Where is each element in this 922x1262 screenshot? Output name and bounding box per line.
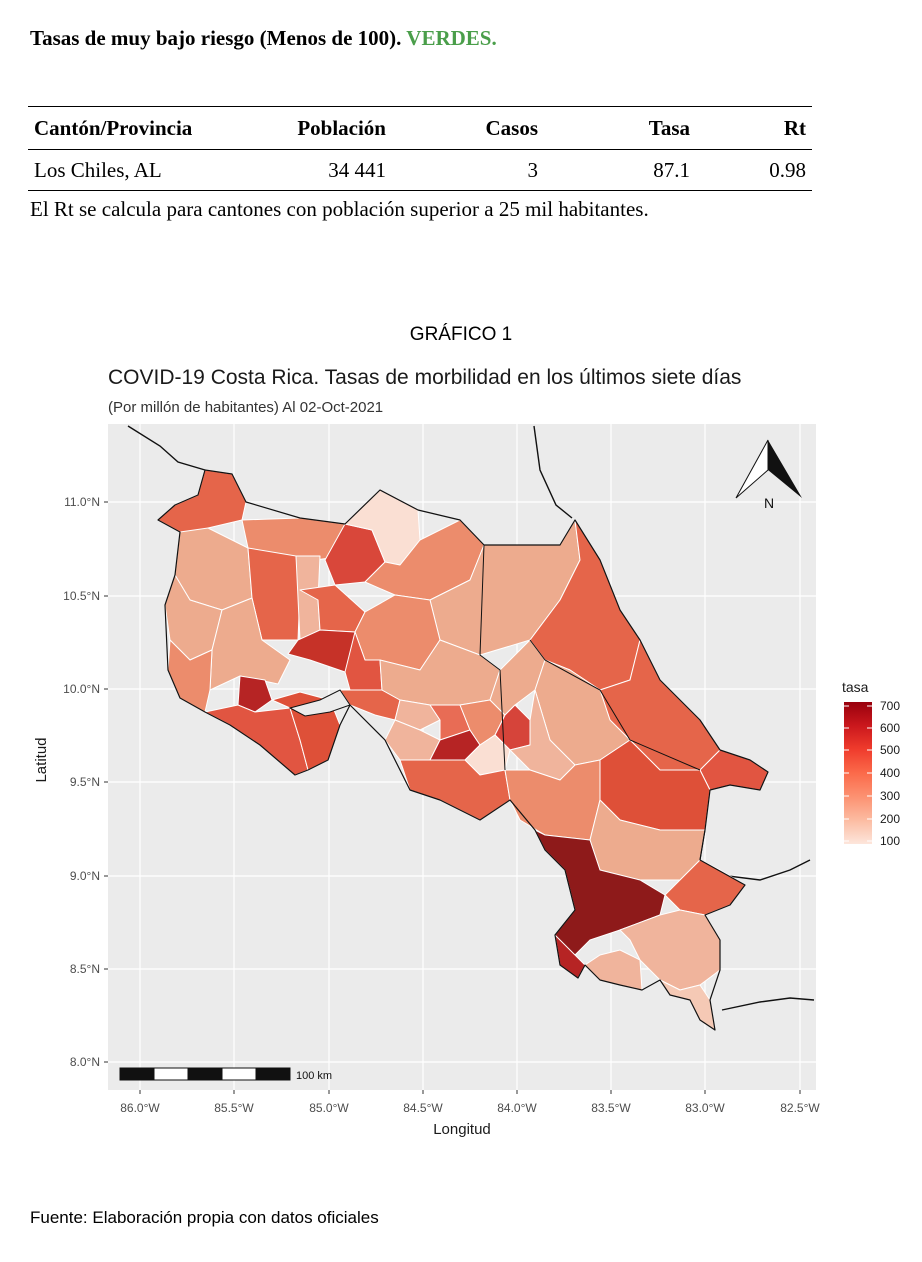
legend-label: 600 bbox=[880, 721, 900, 735]
header-rt: Rt bbox=[696, 106, 812, 150]
legend-label: 300 bbox=[880, 789, 900, 803]
y-tick-label: 9.5°N bbox=[70, 775, 100, 789]
canton-region bbox=[394, 699, 441, 731]
y-axis-title: Latitud bbox=[33, 737, 50, 782]
x-tick-label: 84.5°W bbox=[403, 1101, 443, 1115]
table-row: Los Chiles, AL 34 441 3 87.1 0.98 bbox=[28, 149, 812, 191]
cell-tasa: 87.1 bbox=[544, 149, 696, 191]
x-axis-title: Longitud bbox=[433, 1121, 491, 1138]
legend-label: 200 bbox=[880, 812, 900, 826]
legend-label: 100 bbox=[880, 834, 900, 848]
header-canton: Cantón/Provincia bbox=[28, 106, 230, 150]
cell-canton: Los Chiles, AL bbox=[28, 149, 230, 191]
x-tick-label: 84.0°W bbox=[497, 1101, 537, 1115]
y-tick-label: 11.0°N bbox=[64, 495, 100, 509]
table-header-row: Cantón/Provincia Población Casos Tasa Rt bbox=[28, 106, 812, 150]
x-tick-label: 83.0°W bbox=[685, 1101, 725, 1115]
cell-casos: 3 bbox=[392, 149, 544, 191]
section-title-highlight: VERDES. bbox=[406, 26, 497, 50]
y-tick-label: 9.0°N bbox=[70, 869, 100, 883]
y-tick-label: 8.5°N bbox=[70, 962, 100, 976]
cell-poblacion: 34 441 bbox=[230, 149, 392, 191]
legend-title: tasa bbox=[842, 679, 869, 695]
figure-label: GRÁFICO 1 bbox=[409, 324, 513, 345]
north-label: N bbox=[764, 495, 774, 511]
rate-table: Cantón/Provincia Población Casos Tasa Rt… bbox=[28, 106, 812, 191]
chart-title: COVID-19 Costa Rica. Tasas de morbilidad… bbox=[108, 366, 742, 389]
chart-subtitle: (Por millón de habitantes) Al 02-Oct-202… bbox=[108, 399, 384, 416]
gulf-water bbox=[288, 689, 351, 717]
axis-ticks bbox=[104, 501, 801, 1094]
section-title-text: Tasas de muy bajo riesgo (Menos de 100). bbox=[30, 26, 402, 50]
legend-ticks bbox=[844, 705, 872, 842]
legend-label: 500 bbox=[880, 743, 900, 757]
header-casos: Casos bbox=[392, 106, 544, 150]
section-title: Tasas de muy bajo riesgo (Menos de 100).… bbox=[30, 26, 497, 51]
cell-rt: 0.98 bbox=[696, 149, 812, 191]
canton-region bbox=[237, 675, 273, 713]
north-arrow-icon bbox=[735, 439, 802, 499]
header-tasa: Tasa bbox=[544, 106, 696, 150]
y-tick-label: 8.0°N bbox=[70, 1055, 100, 1069]
x-tick-label: 82.5°W bbox=[780, 1101, 820, 1115]
y-tick-label: 10.0°N bbox=[63, 682, 100, 696]
legend-label: 400 bbox=[880, 766, 900, 780]
scale-label: 100 km bbox=[296, 1070, 332, 1082]
table-note: El Rt se calcula para cantones con pobla… bbox=[30, 197, 649, 221]
source-note: Fuente: Elaboración propia con datos ofi… bbox=[30, 1208, 379, 1227]
scale-bar bbox=[119, 1067, 291, 1081]
legend-label: 700 bbox=[880, 699, 900, 713]
canton-polygons bbox=[157, 469, 769, 1031]
header-poblacion: Población bbox=[230, 106, 392, 150]
x-tick-label: 85.5°W bbox=[214, 1101, 254, 1115]
x-tick-label: 85.0°W bbox=[309, 1101, 349, 1115]
country-outline bbox=[157, 469, 769, 1031]
y-tick-label: 10.5°N bbox=[63, 589, 100, 603]
province-borders bbox=[479, 544, 706, 861]
x-tick-label: 83.5°W bbox=[591, 1101, 631, 1115]
x-tick-label: 86.0°W bbox=[120, 1101, 160, 1115]
